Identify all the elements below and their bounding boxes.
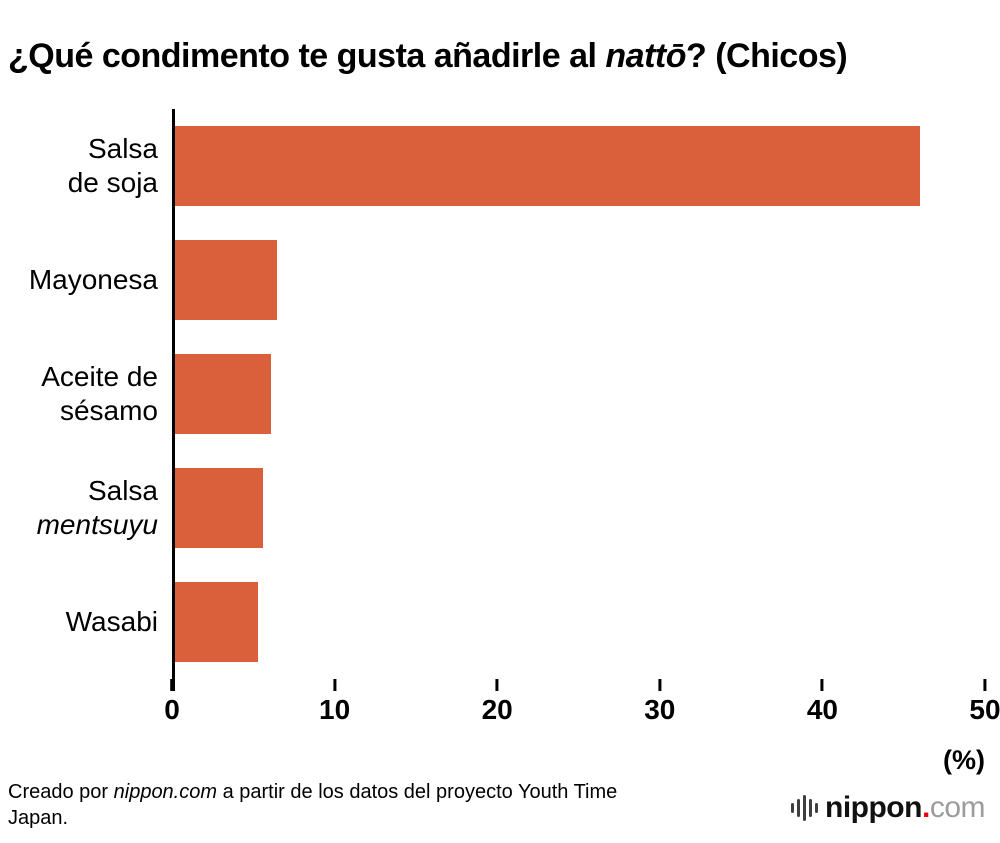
logo-dot: . [921,790,930,824]
tick-mark [658,678,662,691]
x-axis: 0 10 20 30 40 50 [164,678,1000,731]
source-credit: Creado por nippon.com a partir de los da… [8,780,618,829]
nippon-logo-icon [791,793,818,823]
category-label: Salsa de soja [67,132,158,198]
nippon-logo: nippon.com [791,790,986,824]
chart-row: Wasabi [0,565,985,679]
x-tick: 40 [806,678,838,725]
value-bar [175,467,263,548]
tick-label: 0 [164,693,180,725]
chart-title: ¿Qué condimento te gusta añadirle al nat… [8,36,848,75]
bar-track [172,337,985,451]
value-bar [175,581,258,662]
tick-label: 20 [481,693,513,725]
x-tick: 10 [319,678,351,725]
x-tick: 30 [644,678,676,725]
chart-row: Salsa mentsuyu [0,451,985,565]
tick-mark [820,678,824,691]
logo-brand: nippon [825,790,922,824]
logo-tld: com [929,790,986,824]
category-label: Salsa mentsuyu [36,474,158,540]
x-tick: 50 [969,678,1000,725]
bar-track [172,565,985,679]
tick-label: 10 [319,693,351,725]
tick-mark [170,678,174,691]
value-bar [175,353,271,434]
tick-mark [495,678,499,691]
bar-track [172,451,985,565]
chart-row: Aceite de sésamo [0,337,985,451]
x-tick: 0 [164,678,180,725]
value-bar [175,125,920,206]
category-label: Aceite de sésamo [41,360,158,426]
tick-label: 50 [969,693,1000,725]
bar-track [172,109,985,223]
tick-label: 40 [806,693,838,725]
category-label: Mayonesa [28,263,158,295]
category-label: Wasabi [65,605,158,637]
tick-mark [983,678,987,691]
tick-label: 30 [644,693,676,725]
x-axis-unit-label: (%) [943,744,985,775]
tick-mark [333,678,337,691]
chart-plot-area: Salsa de soja Mayonesa Aceite de sésamo Salsa… [0,108,985,691]
x-tick: 20 [481,678,513,725]
nippon-logo-text: nippon.com [825,790,986,824]
chart-row: Mayonesa [0,223,985,337]
y-axis-line [172,108,175,691]
bar-track [172,223,985,337]
value-bar [175,239,278,320]
bar-chart: Salsa de soja Mayonesa Aceite de sésamo Salsa… [0,108,1000,776]
chart-row: Salsa de soja [0,109,985,223]
